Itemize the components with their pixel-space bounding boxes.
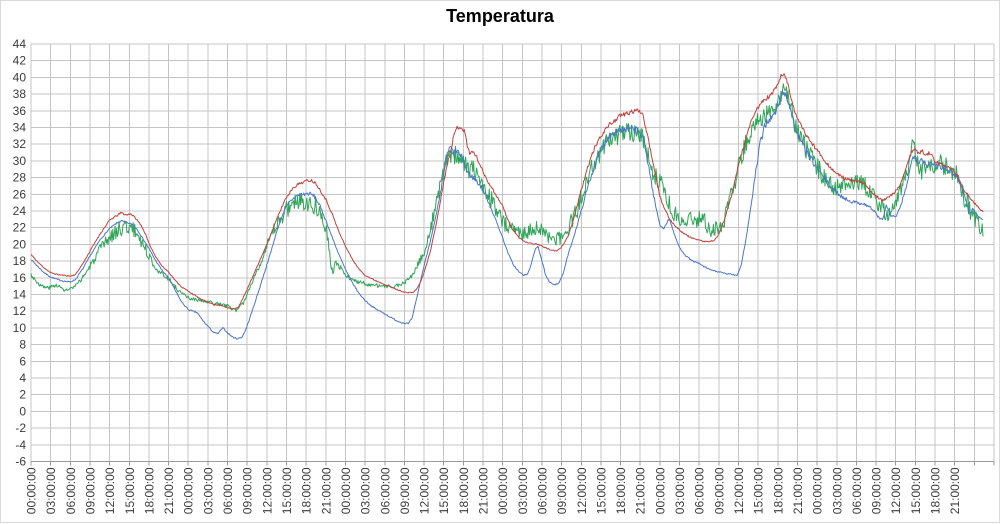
- x-tick-label: 09:00:00: [870, 467, 884, 514]
- x-tick-label: 21:00:00: [477, 467, 491, 514]
- y-tick-label: 0: [19, 404, 26, 418]
- x-tick-label: 12:00:00: [732, 467, 746, 514]
- y-tick-label: 30: [13, 154, 27, 168]
- x-tick-label: 21:00:00: [948, 467, 962, 514]
- x-tick-label: 00:00:00: [653, 467, 667, 514]
- x-tick-label: 21:00:00: [319, 467, 333, 514]
- x-tick-label: 00:00:00: [339, 467, 353, 514]
- x-tick-label: 00:00:00: [25, 467, 39, 514]
- x-tick-label: 18:00:00: [929, 467, 943, 514]
- x-tick-label: 12:00:00: [418, 467, 432, 514]
- y-tick-label: 22: [13, 221, 27, 235]
- y-tick-label: -4: [15, 438, 26, 452]
- x-tick-label: 12:00:00: [575, 467, 589, 514]
- x-tick-label: 09:00:00: [555, 467, 569, 514]
- chart-title: Temperatura: [446, 6, 554, 26]
- x-tick-label: 12:00:00: [260, 467, 274, 514]
- x-tick-label: 06:00:00: [535, 467, 549, 514]
- x-tick-label: 06:00:00: [850, 467, 864, 514]
- x-tick-label: 12:00:00: [889, 467, 903, 514]
- x-tick-label: 06:00:00: [693, 467, 707, 514]
- y-tick-label: 10: [13, 321, 27, 335]
- y-tick-label: -2: [15, 421, 26, 435]
- series-group: [30, 73, 984, 340]
- y-tick-label: 36: [13, 104, 27, 118]
- y-tick-label: 34: [13, 121, 27, 135]
- x-tick-label: 03:00:00: [516, 467, 530, 514]
- x-tick-label: 15:00:00: [437, 467, 451, 514]
- x-tick-label: 15:00:00: [123, 467, 137, 514]
- y-tick-label: 14: [13, 288, 27, 302]
- y-tick-label: 4: [19, 371, 26, 385]
- x-tick-label: 18:00:00: [300, 467, 314, 514]
- x-tick-label: 18:00:00: [614, 467, 628, 514]
- y-tick-label: 28: [13, 171, 27, 185]
- x-tick-label: 21:00:00: [634, 467, 648, 514]
- x-tick-label: 00:00:00: [182, 467, 196, 514]
- x-tick-label: 15:00:00: [594, 467, 608, 514]
- x-tick-label: 15:00:00: [752, 467, 766, 514]
- series-line-red: [30, 73, 984, 310]
- x-tick-label: 03:00:00: [830, 467, 844, 514]
- x-tick-label: 21:00:00: [791, 467, 805, 514]
- x-tick-label: 03:00:00: [359, 467, 373, 514]
- y-tick-label: 12: [13, 304, 27, 318]
- x-tick-label: 15:00:00: [909, 467, 923, 514]
- x-tick-label: 21:00:00: [162, 467, 176, 514]
- x-tick-label: 09:00:00: [712, 467, 726, 514]
- grid: [30, 43, 995, 466]
- x-tick-label: 18:00:00: [771, 467, 785, 514]
- y-tick-label: 18: [13, 254, 27, 268]
- y-tick-label: 20: [13, 237, 27, 251]
- y-tick-label: 6: [19, 354, 26, 368]
- y-tick-label: 44: [13, 37, 27, 51]
- series-line-blue: [30, 90, 984, 340]
- y-tick-label: 32: [13, 137, 27, 151]
- y-tick-label: 40: [13, 70, 27, 84]
- y-tick-label: -6: [15, 455, 26, 469]
- y-tick-label: 38: [13, 87, 27, 101]
- x-tick-label: 09:00:00: [241, 467, 255, 514]
- x-tick-label: 03:00:00: [44, 467, 58, 514]
- x-tick-label: 06:00:00: [378, 467, 392, 514]
- x-tick-label: 06:00:00: [64, 467, 78, 514]
- x-tick-label: 09:00:00: [398, 467, 412, 514]
- y-tick-label: 24: [13, 204, 27, 218]
- series-line-green: [30, 83, 984, 313]
- y-tick-label: 8: [19, 338, 26, 352]
- x-tick-label: 12:00:00: [103, 467, 117, 514]
- y-tick-label: 42: [13, 54, 27, 68]
- y-tick-label: 2: [19, 388, 26, 402]
- x-tick-label: 06:00:00: [221, 467, 235, 514]
- axis-labels: 4442403836343230282624222018161412108642…: [13, 37, 963, 514]
- x-tick-label: 03:00:00: [673, 467, 687, 514]
- x-tick-label: 18:00:00: [457, 467, 471, 514]
- x-tick-label: 18:00:00: [142, 467, 156, 514]
- x-tick-label: 09:00:00: [83, 467, 97, 514]
- x-tick-label: 00:00:00: [811, 467, 825, 514]
- y-tick-label: 26: [13, 187, 27, 201]
- y-tick-label: 16: [13, 271, 27, 285]
- x-tick-label: 03:00:00: [201, 467, 215, 514]
- x-tick-label: 15:00:00: [280, 467, 294, 514]
- x-tick-label: 00:00:00: [496, 467, 510, 514]
